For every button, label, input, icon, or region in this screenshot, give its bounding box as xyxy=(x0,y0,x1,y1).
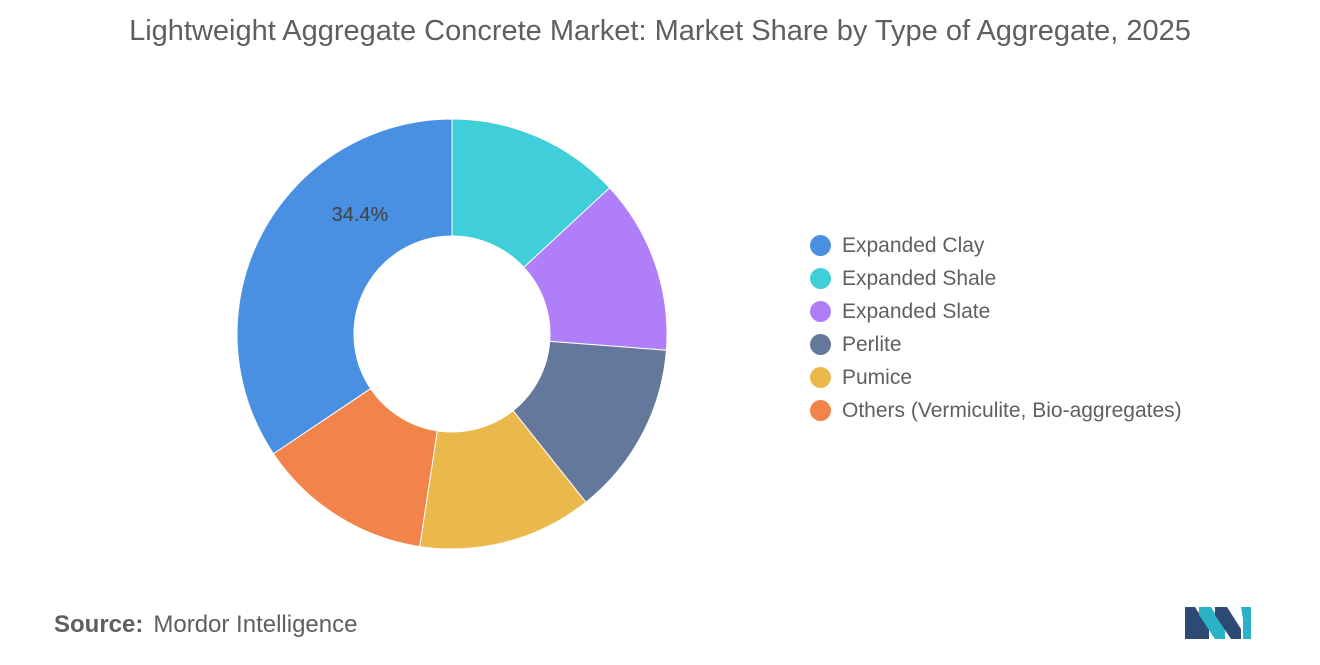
legend-label: Pumice xyxy=(842,365,913,389)
legend-swatch xyxy=(810,301,831,322)
legend-label: Others (Vermiculite, Bio-aggregates) xyxy=(842,398,1182,422)
legend-swatch xyxy=(810,400,831,421)
slice-perlite xyxy=(512,340,667,503)
chart-title: Lightweight Aggregate Concrete Market: M… xyxy=(129,15,1191,47)
slice-expanded-clay xyxy=(236,118,453,455)
legend-item-perlite: Perlite xyxy=(810,328,1182,361)
legend-swatch xyxy=(810,367,831,388)
source-note: Source: Mordor Intelligence xyxy=(54,611,357,639)
legend-label: Expanded Slate xyxy=(842,299,991,323)
legend-item-expanded-shale: Expanded Shale xyxy=(810,262,1182,295)
source-value: Mordor Intelligence xyxy=(153,611,358,638)
legend-item-expanded-clay: Expanded Clay xyxy=(810,229,1182,262)
legend-label: Expanded Clay xyxy=(842,233,985,257)
legend-label: Perlite xyxy=(842,332,902,356)
data-label-expanded-clay: 34.4% xyxy=(332,204,389,226)
data-labels: 34.4% xyxy=(332,204,389,226)
slice-others-vermiculite-bio-aggregates xyxy=(272,387,438,548)
legend-item-pumice: Pumice xyxy=(810,361,1182,394)
source-label: Source: xyxy=(54,611,144,638)
donut-slices xyxy=(236,118,668,550)
legend: Expanded Clay Expanded Shale Expanded Slat… xyxy=(810,229,1182,427)
legend-item-others-vermiculite-bio-aggregates: Others (Vermiculite, Bio-aggregates) xyxy=(810,394,1182,427)
slice-expanded-slate xyxy=(523,187,668,351)
slice-expanded-shale xyxy=(451,118,611,269)
legend-swatch xyxy=(810,268,831,289)
legend-item-expanded-slate: Expanded Slate xyxy=(810,295,1182,328)
mordor-intelligence-logo-icon xyxy=(1185,607,1251,639)
legend-swatch xyxy=(810,235,831,256)
legend-swatch xyxy=(810,334,831,355)
legend-label: Expanded Shale xyxy=(842,266,997,290)
slice-pumice xyxy=(419,409,587,550)
